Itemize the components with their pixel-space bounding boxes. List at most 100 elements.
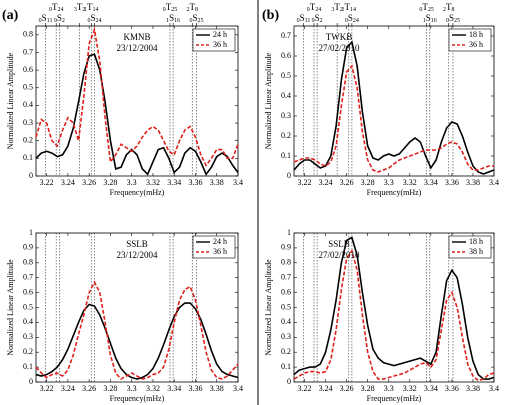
y-tick-label: 0.7 — [281, 273, 291, 282]
mode-overtone: 0 — [39, 18, 42, 24]
y-tick-label: 0.4 — [23, 100, 33, 109]
mode-type: T — [344, 2, 350, 12]
x-tick-label: 3.22 — [40, 178, 54, 187]
x-tick-label: 3.36 — [445, 384, 459, 393]
mode-label: 3T2 — [74, 2, 86, 13]
series-line — [35, 53, 239, 176]
legend-label: 24 h — [213, 30, 227, 39]
y-tick-label: 0 — [29, 377, 33, 386]
plot-frame — [293, 25, 495, 177]
mode-type: T — [422, 2, 428, 12]
x-tick-label: 3.3 — [127, 178, 137, 187]
y-tick-label: 0.5 — [23, 302, 33, 311]
panel-label: (b) — [262, 8, 279, 23]
y-tick-label: 0.7 — [281, 31, 291, 40]
y-tick-label: 0.2 — [281, 131, 291, 140]
mode-label: 0S25 — [190, 13, 204, 24]
mode-overtone: 0 — [419, 7, 422, 13]
x-tick-label: 3.38 — [210, 384, 224, 393]
mode-label: 2T8 — [443, 2, 455, 13]
y-tick-label: 0.7 — [23, 47, 33, 56]
x-tick-label: 3.28 — [103, 178, 117, 187]
y-tick-label: 0.9 — [281, 243, 291, 252]
x-tick-label: 3.32 — [403, 178, 417, 187]
mode-degree: 16 — [431, 18, 437, 24]
x-tick-label: 3.24 — [61, 178, 75, 187]
mode-overtone: 1 — [166, 18, 169, 24]
station-title: TWKB — [326, 32, 353, 42]
x-tick-label: 3.36 — [188, 384, 202, 393]
y-tick-label: 0.3 — [23, 332, 33, 341]
mode-type: S — [169, 13, 174, 23]
date-label: 27/02/2010 — [318, 43, 360, 53]
legend-label: 24 h — [213, 237, 227, 246]
x-tick-label: 3.24 — [319, 178, 333, 187]
x-axis-label: Frequency(mHz) — [367, 188, 422, 197]
y-tick-label: 0.1 — [23, 153, 33, 162]
x-tick-label: 3.34 — [167, 384, 181, 393]
mode-degree: 2 — [340, 7, 343, 13]
mode-degree: 14 — [93, 7, 99, 13]
mode-label: 0T25 — [163, 2, 178, 13]
mode-type: S — [193, 13, 198, 23]
legend-label: 36 h — [213, 247, 227, 256]
x-tick-label: 3.24 — [61, 384, 75, 393]
mode-label: 0T24 — [307, 2, 322, 13]
mode-label: 0S11 — [39, 13, 53, 24]
x-tick-label: 3.26 — [340, 178, 354, 187]
x-tick-label: 3.3 — [127, 384, 137, 393]
y-tick-label: 1 — [29, 228, 33, 237]
mode-overtone: 1 — [341, 7, 344, 13]
mode-degree: 2 — [320, 18, 323, 24]
series-line — [293, 64, 494, 173]
mode-degree: 25 — [171, 7, 177, 13]
mode-overtone: 1 — [84, 7, 87, 13]
series-line — [35, 302, 239, 380]
x-axis-label: Frequency(mHz) — [110, 188, 165, 197]
mode-degree: 11 — [47, 18, 53, 24]
y-tick-label: 0.3 — [281, 111, 291, 120]
mode-degree: 8 — [195, 7, 198, 13]
y-tick-label: 0.8 — [23, 30, 33, 39]
x-tick-label: 3.4 — [489, 384, 499, 393]
date-label: 23/12/2004 — [116, 43, 158, 53]
x-tick-label: 3.4 — [233, 178, 243, 187]
y-tick-label: 0.6 — [23, 287, 33, 296]
x-tick-label: 3.28 — [103, 384, 117, 393]
series-line — [293, 236, 495, 380]
mode-label: 2T8 — [187, 2, 199, 13]
mode-overtone: 0 — [307, 7, 310, 13]
mode-type: T — [310, 2, 316, 12]
x-tick-label: 3.32 — [146, 384, 160, 393]
mode-overtone: 0 — [87, 18, 90, 24]
mode-type: S — [315, 13, 320, 23]
mode-type: T — [334, 2, 340, 12]
x-tick-label: 3.3 — [384, 384, 394, 393]
y-axis-label: Normalized Linear Amplitude — [264, 52, 273, 149]
mode-label: 9S2 — [312, 13, 323, 24]
y-tick-label: 0 — [287, 377, 291, 386]
mode-degree: 24 — [95, 18, 101, 24]
mode-label: 0T25 — [419, 2, 434, 13]
mode-degree: 24 — [57, 7, 63, 13]
series-line — [293, 40, 495, 175]
legend-label: 36 h — [213, 40, 227, 49]
mode-degree: 24 — [315, 7, 321, 13]
y-tick-label: 0.5 — [281, 71, 291, 80]
mode-degree: 25 — [428, 7, 434, 13]
y-tick-label: 0.4 — [281, 317, 291, 326]
x-tick-label: 3.34 — [424, 178, 438, 187]
y-tick-label: 0.1 — [281, 151, 291, 160]
date-label: 23/12/2004 — [116, 250, 158, 260]
x-tick-label: 3.26 — [82, 178, 96, 187]
y-tick-label: 0.2 — [281, 347, 291, 356]
mode-overtone: 9 — [54, 18, 57, 24]
mode-type: S — [57, 13, 62, 23]
x-tick-label: 3.36 — [445, 178, 459, 187]
series-line — [35, 26, 239, 167]
mode-overtone: 0 — [190, 18, 193, 24]
mode-label: 9S2 — [54, 13, 65, 24]
legend-label: 36 h — [469, 40, 483, 49]
mode-type: S — [42, 13, 47, 23]
